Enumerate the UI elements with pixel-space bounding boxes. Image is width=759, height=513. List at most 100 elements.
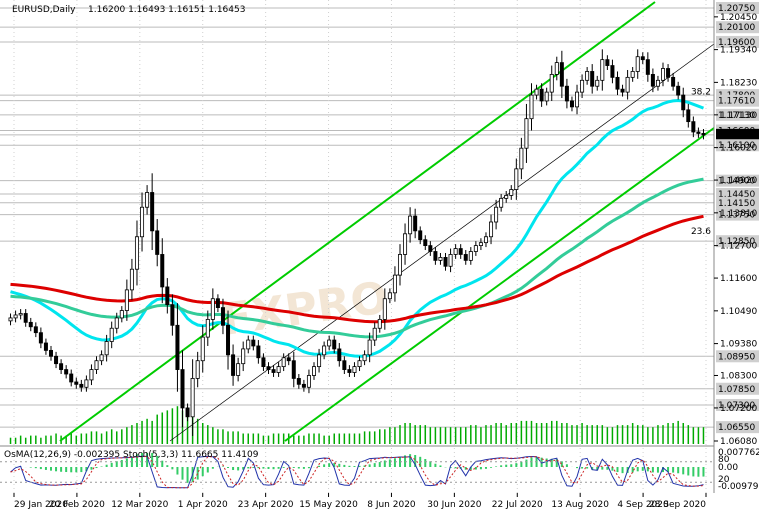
candle-body [246,339,251,350]
price-level-label: 1.20750 [718,4,755,14]
candle-body [185,407,190,418]
price-level-label: 1.08950 [718,352,755,362]
candle-body [347,369,352,373]
candle-body [661,68,666,81]
candle-body [119,310,124,319]
channel-lower-line [284,127,715,442]
candle-body [392,274,397,294]
y-tick-label: 1.11600 [720,274,757,284]
y-tick-label: 1.08300 [720,371,757,381]
candle-body [367,339,372,356]
candle-body [539,88,544,102]
price-level-tag [716,108,759,121]
candle-body [99,354,104,362]
candle-body [489,221,494,238]
candle-body [630,71,635,78]
candlesticks [8,49,706,436]
candle-body [458,248,463,255]
stoch-d-line [10,455,704,489]
current-price-label: 1.16453 [718,131,755,141]
candle-body [94,360,99,370]
chart-ohlc: 1.16200 1.16493 1.16151 1.16453 [88,5,245,15]
candle-body [301,383,306,388]
candle-body [423,239,428,247]
candle-body [200,336,205,362]
candle-body [478,242,483,247]
candle-body [610,65,615,78]
candle-body [620,88,625,93]
x-tick-label: 1 Apr 2020 [178,500,228,510]
x-tick-label: 29 Jan 2020 [14,500,68,510]
candle-body [468,251,473,261]
candle-body [160,254,165,288]
candle-body [433,251,438,261]
candle-body [575,91,580,108]
candle-body [448,254,453,267]
candle-body [544,91,549,102]
candle-body [635,56,640,72]
candle-body [64,369,69,375]
candle-body [342,360,347,370]
price-level-tag [716,139,759,152]
ema-fast-line [10,98,705,358]
candle-body [84,379,89,388]
candle-body [281,357,286,368]
candle-body [266,366,271,370]
stoch-level-20: 20 [718,475,730,485]
candle-body [666,68,671,78]
candle-body [337,348,342,362]
price-level-label: 1.14450 [718,190,755,200]
candle-body [134,236,139,270]
candle-body [48,349,53,357]
candle-body [438,257,443,261]
candle-body [296,378,301,385]
candle-body [322,345,327,356]
y-tick-label: 1.13810 [720,209,757,219]
candle-body [443,257,448,267]
candle-body [129,268,134,291]
candle-body [357,360,362,368]
candle-body [59,363,64,370]
candle-body [109,327,114,342]
price-level-tag [716,382,759,395]
price-level-tag [716,350,759,363]
y-tick-label: 1.19340 [720,46,757,56]
candle-body [640,56,645,61]
candle-body [691,121,696,133]
y-tick-label: 1.14920 [720,176,757,186]
candle-body [600,59,605,81]
candle-body [473,245,478,252]
price-level-tag [716,208,759,221]
candle-body [382,298,387,320]
channel-mid-line [169,43,715,442]
candle-body [195,360,200,379]
candle-body [681,94,686,111]
price-level-label: 1.19600 [718,38,755,48]
candle-body [317,354,322,368]
candle-body [190,378,195,418]
candle-body [286,357,291,362]
candle-body [595,79,600,87]
x-tick-label: 4 Sep 2020 [617,500,669,510]
candle-body [650,74,655,87]
fibonacci-labels: 38.2 23.6 [691,87,711,237]
candle-body [332,339,337,350]
candle-body [352,366,357,373]
y-tick-label: 1.10490 [720,307,757,317]
price-level-label: 1.14150 [718,199,755,209]
candle-body [483,236,488,244]
candle-body [251,339,256,347]
candle-body [241,348,246,365]
candle-body [625,76,630,93]
price-level-tag [716,94,759,107]
candle-body [696,131,701,134]
candle-body [509,189,514,196]
candle-body [605,59,610,66]
candle-body [89,369,94,381]
candle-body [362,354,367,362]
candle-body [655,79,660,87]
candle-body [271,369,276,373]
